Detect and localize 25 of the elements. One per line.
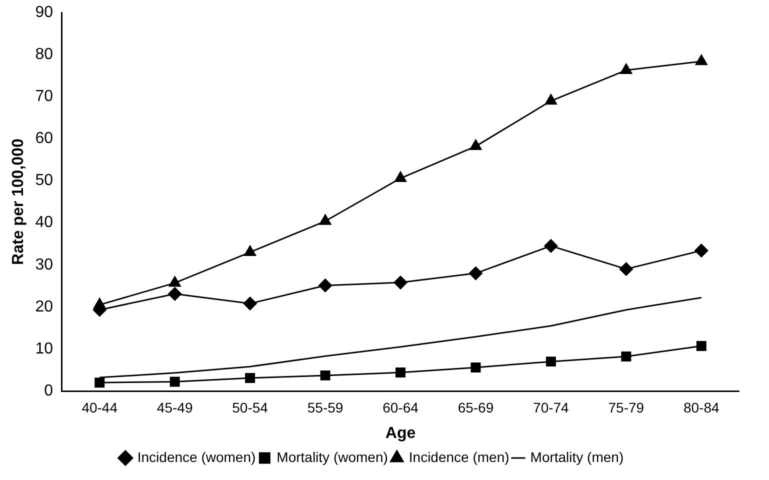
legend-label: Mortality (women) (276, 448, 388, 465)
y-axis-title: Rate per 100,000 (10, 138, 28, 265)
legend-label: Incidence (women) (137, 448, 256, 465)
x-tick-label: 75-79 (608, 399, 644, 416)
y-tick-label: 10 (35, 340, 54, 358)
y-tick-label: 0 (44, 382, 54, 400)
x-tick-label: 60-64 (382, 399, 419, 416)
x-tick-label: 80-84 (683, 399, 720, 416)
y-tick-label: 50 (35, 172, 54, 190)
legend-label: Incidence (men) (408, 448, 510, 465)
x-tick-label: 55-59 (307, 399, 344, 416)
legend-label: Mortality (men) (530, 448, 624, 465)
x-tick-label: 50-54 (232, 399, 268, 416)
x-tick-label: 70-74 (533, 399, 570, 416)
y-tick-label: 30 (35, 256, 54, 274)
x-tick-label: 65-69 (458, 399, 494, 416)
y-tick-label: 80 (35, 46, 54, 64)
y-tick-label: 20 (35, 298, 54, 316)
x-axis-title: Age (385, 424, 416, 442)
y-tick-label: 60 (35, 130, 54, 148)
y-tick-label: 70 (35, 88, 54, 106)
x-tick-label: 40-44 (82, 399, 118, 416)
y-tick-label: 40 (35, 214, 54, 232)
x-tick-label: 45-49 (156, 399, 193, 416)
y-tick-label: 90 (35, 4, 54, 22)
